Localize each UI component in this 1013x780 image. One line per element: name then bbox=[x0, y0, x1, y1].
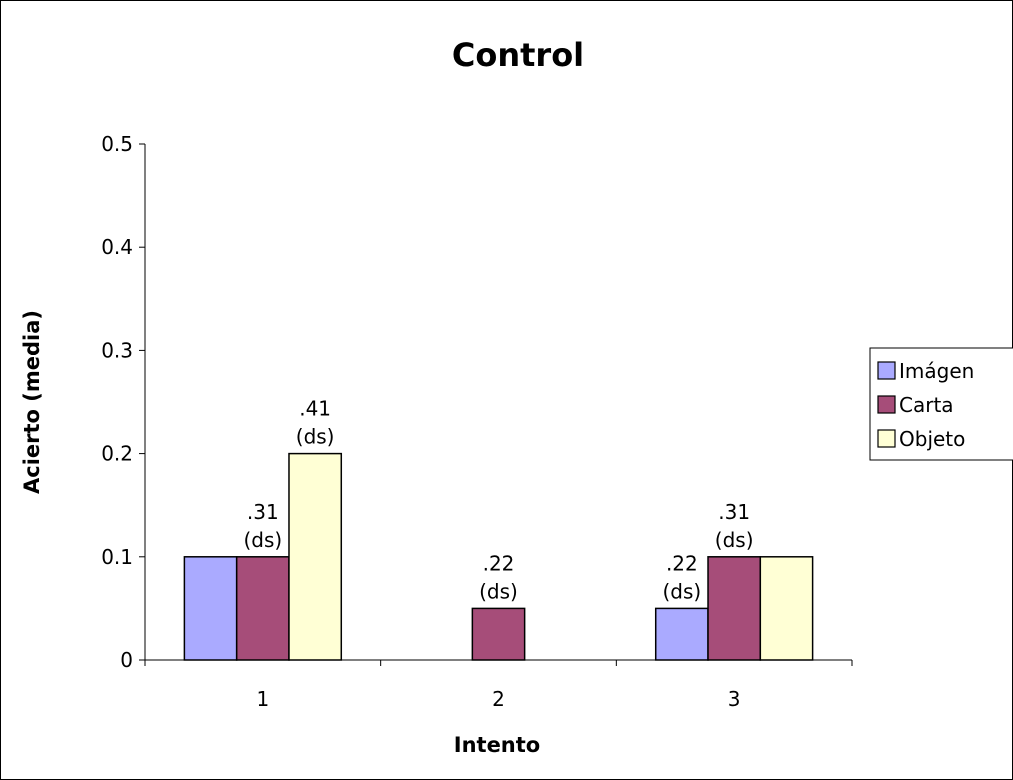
chart-title: Control bbox=[452, 36, 584, 74]
data-label: (ds) bbox=[715, 528, 754, 552]
legend-swatch bbox=[877, 429, 896, 448]
y-axis-title: Acierto (media) bbox=[20, 310, 44, 494]
data-label: (ds) bbox=[479, 579, 518, 603]
x-tick-label: 2 bbox=[492, 687, 505, 711]
y-tick-label: 0 bbox=[120, 648, 133, 672]
y-tick-label: 0.5 bbox=[101, 132, 133, 156]
data-label: (ds) bbox=[296, 425, 335, 449]
legend-label: Carta bbox=[899, 393, 954, 417]
bar bbox=[235, 556, 290, 661]
data-label: (ds) bbox=[662, 579, 701, 603]
legend-label: Imágen bbox=[899, 359, 974, 383]
bar bbox=[288, 452, 343, 661]
data-label: .22 bbox=[483, 551, 515, 575]
legend-swatch bbox=[877, 395, 896, 414]
data-label: .31 bbox=[718, 500, 750, 524]
bar bbox=[707, 556, 762, 661]
legend: Imágen Carta Objeto bbox=[869, 347, 1013, 461]
bar bbox=[183, 556, 238, 661]
x-tick-label: 1 bbox=[256, 687, 269, 711]
bar bbox=[759, 556, 814, 661]
legend-swatch bbox=[877, 361, 896, 380]
y-tick-label: 0.4 bbox=[101, 235, 133, 259]
x-axis-title: Intento bbox=[454, 733, 540, 757]
bar bbox=[471, 607, 526, 661]
y-tick-label: 0.3 bbox=[101, 338, 133, 362]
data-label: .31 bbox=[247, 500, 279, 524]
bar bbox=[654, 607, 709, 661]
plot-area: 0 0.1 0.2 0.3 0.4 0.5 1 2 3 .31 (ds) .41 (ds) .22 (ds)… bbox=[101, 132, 853, 711]
data-label: .41 bbox=[299, 397, 331, 421]
legend-label: Objeto bbox=[899, 427, 965, 451]
y-tick-label: 0.1 bbox=[101, 545, 133, 569]
data-label: (ds) bbox=[243, 528, 282, 552]
data-label: .22 bbox=[666, 551, 698, 575]
y-tick-label: 0.2 bbox=[101, 442, 133, 466]
x-tick-label: 3 bbox=[728, 687, 741, 711]
